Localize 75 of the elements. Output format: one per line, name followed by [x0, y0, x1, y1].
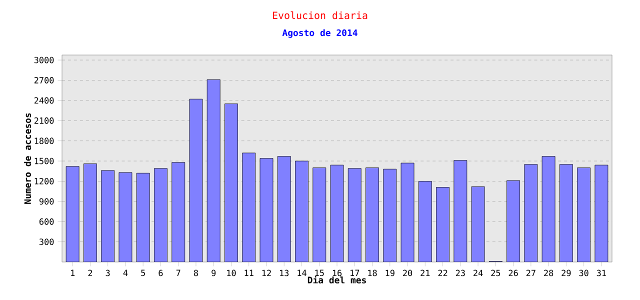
y-axis-title: Numero de accesos — [24, 113, 31, 204]
x-tick-label: 6 — [158, 270, 163, 276]
x-tick-label: 25 — [491, 270, 500, 276]
x-tick-label: 12 — [262, 270, 271, 276]
x-tick-label: 4 — [123, 270, 128, 276]
bar — [277, 156, 291, 262]
chart-title: Evolucion diaria — [272, 11, 368, 20]
x-tick-label: 24 — [474, 270, 483, 276]
bar — [295, 160, 308, 262]
y-tick-label: 1200 — [34, 178, 54, 184]
bar — [524, 164, 538, 262]
x-tick-label: 3 — [106, 270, 110, 276]
x-tick-label: 31 — [596, 270, 606, 276]
bar — [400, 162, 414, 262]
bar — [330, 164, 344, 262]
y-tick-label: 900 — [39, 198, 54, 205]
bar — [542, 156, 556, 262]
y-tick-label: 1800 — [34, 138, 54, 144]
x-tick-label: 10 — [227, 270, 236, 276]
x-tick-label: 21 — [420, 270, 430, 276]
bar — [418, 181, 432, 262]
x-tick-label: 8 — [194, 270, 198, 276]
bar — [206, 79, 220, 262]
bar — [101, 170, 115, 262]
y-tick-label: 300 — [40, 238, 54, 246]
bar — [242, 152, 256, 262]
bar — [383, 168, 397, 262]
x-tick-label: 26 — [508, 270, 518, 276]
y-tick-label: 2700 — [34, 77, 54, 84]
x-tick-label: 22 — [438, 270, 448, 276]
bar — [506, 180, 520, 262]
x-tick-label: 27 — [526, 270, 536, 276]
x-tick-label: 23 — [456, 270, 465, 276]
bar — [559, 164, 573, 262]
x-tick-label: 30 — [579, 270, 588, 276]
bar — [66, 166, 80, 262]
bar — [224, 104, 238, 262]
x-tick-label: 17 — [350, 270, 360, 276]
bar — [118, 172, 132, 262]
bar — [436, 187, 450, 262]
x-tick-label: 2 — [88, 270, 92, 276]
x-tick-label: 1 — [71, 270, 75, 276]
x-tick-label: 13 — [280, 270, 289, 276]
bar — [312, 168, 326, 262]
bar — [260, 158, 274, 262]
bar — [84, 164, 97, 262]
x-tick-label: 7 — [176, 270, 180, 276]
x-tick-label: 29 — [562, 270, 571, 276]
x-tick-label: 11 — [244, 270, 254, 276]
bar — [577, 168, 591, 262]
chart-subtitle: Agosto de 2014 — [282, 29, 358, 38]
bar — [366, 168, 379, 262]
x-tick-label: 9 — [212, 270, 216, 276]
bar — [172, 162, 186, 262]
x-tick-label: 20 — [403, 270, 412, 276]
bar — [154, 168, 168, 262]
x-tick-label: 18 — [368, 270, 377, 276]
bar — [594, 164, 608, 262]
bar — [454, 160, 468, 262]
bar — [189, 98, 203, 262]
bar — [471, 186, 485, 262]
y-tick-label: 2100 — [34, 117, 54, 124]
x-axis-title: Dia del mes — [308, 276, 366, 284]
x-tick-label: 16 — [332, 270, 342, 276]
x-tick-label: 15 — [315, 270, 324, 276]
x-tick-label: 14 — [298, 270, 306, 276]
y-tick-label: 1500 — [34, 158, 54, 164]
y-tick-label: 600 — [39, 218, 54, 225]
x-tick-label: 28 — [544, 270, 554, 276]
y-tick-label: 3000 — [34, 56, 54, 64]
x-tick-label: 5 — [141, 270, 145, 276]
bar — [348, 168, 362, 262]
x-tick-label: 19 — [386, 270, 394, 276]
y-tick-label: 2400 — [34, 97, 54, 104]
bar — [136, 172, 150, 262]
